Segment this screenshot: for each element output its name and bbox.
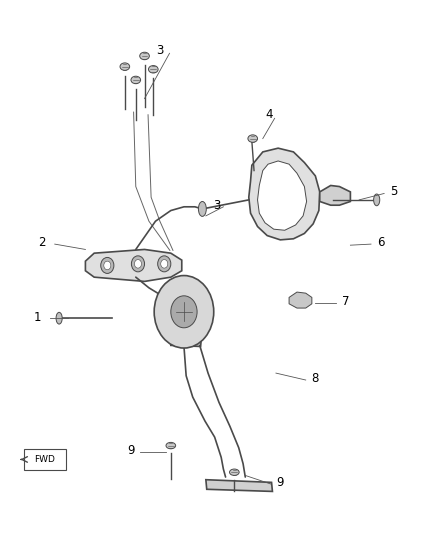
Ellipse shape bbox=[56, 312, 62, 324]
Circle shape bbox=[171, 296, 197, 328]
Text: 5: 5 bbox=[391, 185, 398, 198]
Text: FWD: FWD bbox=[34, 455, 55, 464]
Circle shape bbox=[161, 260, 168, 268]
Ellipse shape bbox=[248, 135, 258, 142]
Polygon shape bbox=[258, 161, 307, 230]
Ellipse shape bbox=[230, 469, 239, 475]
Circle shape bbox=[154, 276, 214, 348]
Ellipse shape bbox=[140, 52, 149, 60]
Text: 6: 6 bbox=[377, 236, 385, 249]
Text: 3: 3 bbox=[156, 44, 163, 57]
Circle shape bbox=[131, 256, 145, 272]
Ellipse shape bbox=[120, 63, 130, 70]
Ellipse shape bbox=[198, 201, 206, 216]
Text: 2: 2 bbox=[38, 236, 46, 249]
Text: 9: 9 bbox=[127, 444, 135, 457]
Ellipse shape bbox=[166, 442, 176, 449]
Polygon shape bbox=[85, 249, 182, 281]
Circle shape bbox=[104, 261, 111, 270]
Text: 8: 8 bbox=[312, 372, 319, 385]
Polygon shape bbox=[249, 148, 320, 240]
Text: 4: 4 bbox=[265, 108, 273, 121]
Polygon shape bbox=[289, 292, 312, 308]
Circle shape bbox=[158, 256, 171, 272]
Ellipse shape bbox=[131, 76, 141, 84]
Circle shape bbox=[134, 260, 141, 268]
Ellipse shape bbox=[374, 194, 380, 206]
Text: 3: 3 bbox=[213, 199, 220, 212]
Circle shape bbox=[101, 257, 114, 273]
Polygon shape bbox=[206, 480, 272, 491]
Text: 1: 1 bbox=[33, 311, 41, 324]
Text: 9: 9 bbox=[276, 476, 284, 489]
Ellipse shape bbox=[148, 66, 158, 73]
Polygon shape bbox=[171, 324, 201, 346]
Polygon shape bbox=[320, 185, 350, 205]
Text: 7: 7 bbox=[342, 295, 350, 308]
